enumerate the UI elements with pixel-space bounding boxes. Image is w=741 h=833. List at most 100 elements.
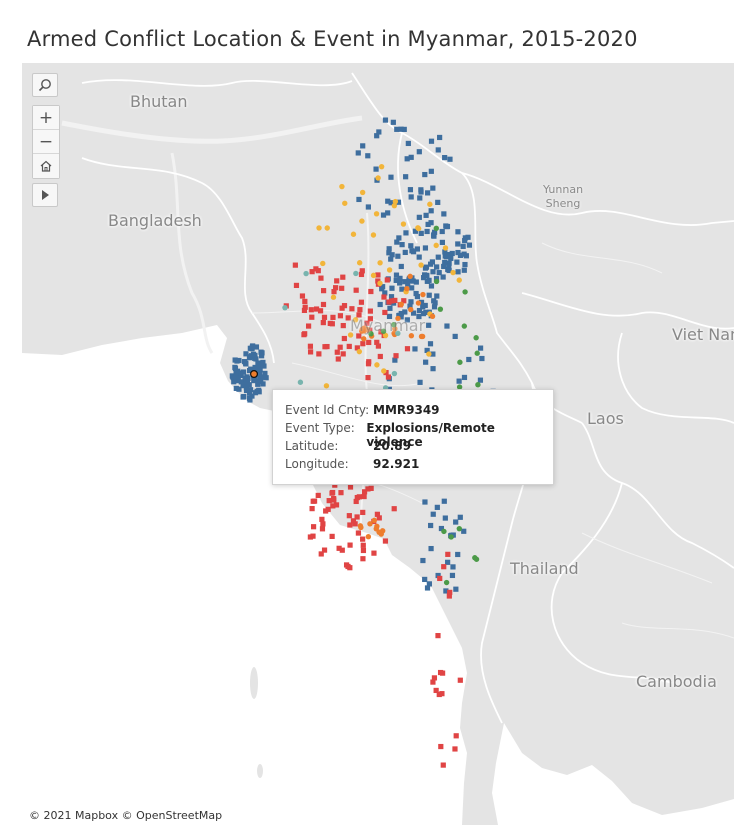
event-point-explosion[interactable] bbox=[361, 336, 367, 342]
event-point-violence[interactable] bbox=[360, 556, 366, 562]
event-point-battle[interactable] bbox=[436, 270, 442, 276]
event-point-protest[interactable] bbox=[426, 351, 432, 357]
event-point-battle[interactable] bbox=[416, 307, 423, 314]
event-point-violence[interactable] bbox=[330, 314, 336, 320]
event-point-battle[interactable] bbox=[430, 511, 436, 517]
event-point-battle[interactable] bbox=[395, 253, 401, 259]
event-point-battle[interactable] bbox=[479, 355, 485, 362]
event-point-battle[interactable] bbox=[397, 275, 403, 281]
event-point-violence[interactable] bbox=[376, 515, 382, 521]
event-point-strategic[interactable] bbox=[391, 322, 397, 328]
event-point-battle[interactable] bbox=[428, 208, 434, 214]
event-point-violence[interactable] bbox=[310, 533, 316, 539]
event-point-battle[interactable] bbox=[386, 313, 393, 320]
event-point-battle[interactable] bbox=[251, 377, 257, 384]
event-point-battle[interactable] bbox=[450, 564, 456, 570]
event-point-battle[interactable] bbox=[230, 375, 237, 381]
event-point-violence[interactable] bbox=[336, 545, 342, 551]
event-point-battle[interactable] bbox=[439, 239, 445, 246]
event-point-battle[interactable] bbox=[455, 249, 461, 256]
event-point-battle[interactable] bbox=[255, 378, 261, 385]
event-point-explosion[interactable] bbox=[404, 286, 410, 292]
event-point-violence[interactable] bbox=[311, 498, 318, 504]
event-point-violence[interactable] bbox=[340, 274, 346, 280]
event-point-violence[interactable] bbox=[359, 268, 365, 274]
event-point-battle[interactable] bbox=[422, 576, 428, 583]
event-point-battle[interactable] bbox=[414, 246, 420, 252]
event-point-battle[interactable] bbox=[433, 276, 440, 282]
event-point-battle[interactable] bbox=[418, 189, 424, 195]
zoom-in-button[interactable]: + bbox=[33, 106, 59, 130]
event-point-battle[interactable] bbox=[405, 281, 411, 287]
event-point-protest[interactable] bbox=[442, 245, 449, 251]
event-point-violence[interactable] bbox=[330, 489, 336, 496]
event-point-violence[interactable] bbox=[361, 489, 368, 495]
event-point-violence[interactable] bbox=[368, 485, 374, 491]
event-point-battle[interactable] bbox=[446, 252, 453, 258]
event-point-violence[interactable] bbox=[357, 307, 363, 313]
event-point-violence[interactable] bbox=[433, 687, 439, 694]
event-point-battle[interactable] bbox=[422, 171, 428, 178]
event-point-violence[interactable] bbox=[293, 282, 300, 289]
event-point-battle[interactable] bbox=[446, 263, 452, 269]
event-point-protest[interactable] bbox=[377, 260, 383, 266]
expand-toolbar-button[interactable] bbox=[32, 183, 58, 207]
event-point-battle[interactable] bbox=[446, 267, 452, 274]
event-point-battle[interactable] bbox=[386, 246, 392, 252]
event-point-explosion[interactable] bbox=[415, 300, 422, 306]
event-point-strategic[interactable] bbox=[461, 323, 468, 329]
event-point-battle[interactable] bbox=[441, 263, 447, 270]
event-point-strategic[interactable] bbox=[457, 359, 463, 365]
event-point-battle[interactable] bbox=[430, 351, 436, 357]
event-point-battle[interactable] bbox=[232, 365, 239, 372]
event-point-violence[interactable] bbox=[316, 351, 322, 357]
event-point-battle[interactable] bbox=[412, 228, 419, 234]
event-point-battle[interactable] bbox=[452, 333, 458, 340]
event-point-violence[interactable] bbox=[382, 309, 388, 316]
event-point-riot[interactable] bbox=[353, 270, 359, 277]
event-point-violence[interactable] bbox=[330, 503, 336, 509]
event-point-violence[interactable] bbox=[331, 497, 337, 503]
event-point-battle[interactable] bbox=[444, 223, 450, 230]
event-point-violence[interactable] bbox=[375, 272, 381, 278]
event-point-battle[interactable] bbox=[424, 228, 430, 235]
event-point-battle[interactable] bbox=[441, 211, 447, 217]
event-point-protest[interactable] bbox=[373, 211, 380, 217]
event-point-violence[interactable] bbox=[341, 303, 348, 309]
basemap[interactable] bbox=[22, 63, 734, 825]
event-point-battle[interactable] bbox=[454, 259, 460, 265]
event-point-violence[interactable] bbox=[324, 343, 330, 350]
event-point-battle[interactable] bbox=[417, 195, 423, 201]
event-point-protest[interactable] bbox=[378, 163, 385, 170]
event-point-battle[interactable] bbox=[461, 267, 467, 273]
event-point-violence[interactable] bbox=[307, 343, 314, 349]
event-point-violence[interactable] bbox=[389, 298, 395, 304]
event-point-violence[interactable] bbox=[360, 542, 366, 548]
event-point-violence[interactable] bbox=[301, 307, 308, 313]
event-point-battle[interactable] bbox=[429, 259, 436, 265]
event-point-violence[interactable] bbox=[392, 297, 398, 304]
event-point-battle[interactable] bbox=[426, 292, 432, 298]
event-point-riot[interactable] bbox=[303, 270, 309, 277]
event-point-battle[interactable] bbox=[453, 519, 459, 525]
event-point-explosion[interactable] bbox=[357, 523, 364, 529]
event-point-protest[interactable] bbox=[350, 231, 357, 237]
event-point-violence[interactable] bbox=[384, 277, 390, 283]
event-point-violence[interactable] bbox=[331, 289, 337, 295]
event-point-battle[interactable] bbox=[390, 119, 396, 125]
event-point-protest[interactable] bbox=[359, 189, 366, 196]
event-point-battle[interactable] bbox=[428, 168, 434, 174]
event-point-violence[interactable] bbox=[320, 288, 327, 294]
event-point-violence[interactable] bbox=[335, 356, 341, 362]
event-point-battle[interactable] bbox=[445, 559, 451, 565]
event-point-battle[interactable] bbox=[462, 238, 468, 244]
event-point-battle[interactable] bbox=[395, 199, 402, 205]
event-point-battle[interactable] bbox=[254, 388, 260, 394]
event-point-battle[interactable] bbox=[428, 522, 434, 529]
event-point-violence[interactable] bbox=[319, 516, 325, 522]
event-point-battle[interactable] bbox=[243, 385, 249, 391]
event-point-violence[interactable] bbox=[358, 299, 365, 305]
event-point-violence[interactable] bbox=[341, 335, 347, 342]
event-point-explosion[interactable] bbox=[419, 333, 426, 340]
event-point-battle[interactable] bbox=[408, 243, 414, 249]
